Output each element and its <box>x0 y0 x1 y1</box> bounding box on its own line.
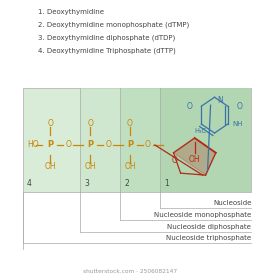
Text: O: O <box>66 141 71 150</box>
Text: P: P <box>87 141 93 150</box>
Text: 4: 4 <box>27 179 31 188</box>
Text: O: O <box>127 119 133 128</box>
Bar <box>160 88 251 192</box>
Text: 1. Deoxythymidine: 1. Deoxythymidine <box>38 9 105 15</box>
Text: Nucleoside: Nucleoside <box>213 200 251 206</box>
Text: 2. Deoxythymidine monophosphate (dTMP): 2. Deoxythymidine monophosphate (dTMP) <box>38 22 190 28</box>
Text: O: O <box>145 141 151 150</box>
Text: H₃C: H₃C <box>194 128 207 134</box>
Bar <box>120 88 251 192</box>
Text: O: O <box>87 119 93 128</box>
Text: P: P <box>47 141 54 150</box>
Bar <box>80 88 251 192</box>
Bar <box>23 88 251 192</box>
Text: Nucleoside monophosphate: Nucleoside monophosphate <box>154 212 251 218</box>
Text: 3. Deoxythymidine diphosphate (dTDP): 3. Deoxythymidine diphosphate (dTDP) <box>38 34 176 41</box>
Text: O: O <box>172 157 178 165</box>
Text: O: O <box>105 141 111 150</box>
Text: O: O <box>237 102 243 111</box>
Text: OH: OH <box>84 162 96 171</box>
Text: NH: NH <box>232 121 243 127</box>
Text: OH: OH <box>124 162 136 171</box>
Text: 1: 1 <box>164 179 168 188</box>
Text: 2: 2 <box>124 179 129 188</box>
Text: 3: 3 <box>84 179 89 188</box>
Text: OH: OH <box>189 155 200 164</box>
Text: 4. Deoxythymidine Triphosphate (dTTP): 4. Deoxythymidine Triphosphate (dTTP) <box>38 48 176 54</box>
Text: OH: OH <box>45 162 56 171</box>
Text: N: N <box>218 96 223 105</box>
Text: O: O <box>48 119 53 128</box>
Text: O: O <box>186 102 192 111</box>
Text: P: P <box>127 141 133 150</box>
Text: Nucleoside triphosphate: Nucleoside triphosphate <box>166 235 251 241</box>
Polygon shape <box>173 138 216 175</box>
Text: shutterstock.com · 2506082147: shutterstock.com · 2506082147 <box>83 269 177 274</box>
Text: HO: HO <box>28 141 39 150</box>
Text: Nucleoside diphosphate: Nucleoside diphosphate <box>167 223 251 230</box>
